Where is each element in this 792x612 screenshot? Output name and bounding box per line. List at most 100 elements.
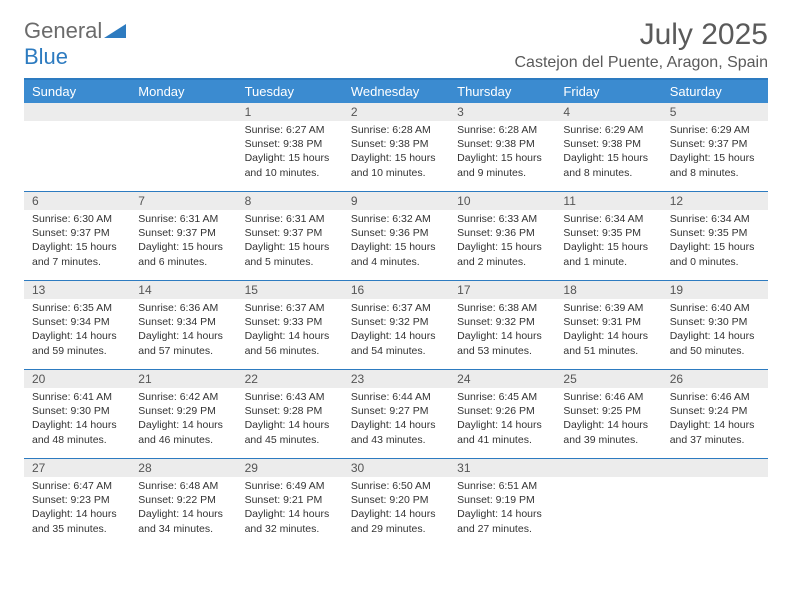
day-cell: 1Sunrise: 6:27 AMSunset: 9:38 PMDaylight…	[237, 103, 343, 191]
day-body: Sunrise: 6:46 AMSunset: 9:25 PMDaylight:…	[555, 388, 661, 451]
sunrise-line: Sunrise: 6:50 AM	[351, 479, 441, 493]
day-number: 30	[343, 459, 449, 477]
logo-word-1: General	[24, 18, 102, 43]
day-cell: 5Sunrise: 6:29 AMSunset: 9:37 PMDaylight…	[662, 103, 768, 191]
day-cell	[130, 103, 236, 191]
day-body: Sunrise: 6:37 AMSunset: 9:33 PMDaylight:…	[237, 299, 343, 362]
daylight-line: Daylight: 14 hours and 41 minutes.	[457, 418, 547, 446]
sunset-line: Sunset: 9:23 PM	[32, 493, 122, 507]
sunrise-line: Sunrise: 6:28 AM	[457, 123, 547, 137]
day-body: Sunrise: 6:35 AMSunset: 9:34 PMDaylight:…	[24, 299, 130, 362]
day-cell: 31Sunrise: 6:51 AMSunset: 9:19 PMDayligh…	[449, 459, 555, 547]
day-body: Sunrise: 6:51 AMSunset: 9:19 PMDaylight:…	[449, 477, 555, 540]
daylight-line: Daylight: 14 hours and 59 minutes.	[32, 329, 122, 357]
day-cell: 10Sunrise: 6:33 AMSunset: 9:36 PMDayligh…	[449, 192, 555, 280]
day-number: 23	[343, 370, 449, 388]
day-cell: 18Sunrise: 6:39 AMSunset: 9:31 PMDayligh…	[555, 281, 661, 369]
sunset-line: Sunset: 9:21 PM	[245, 493, 335, 507]
sunrise-line: Sunrise: 6:37 AM	[351, 301, 441, 315]
sunset-line: Sunset: 9:36 PM	[351, 226, 441, 240]
day-cell: 23Sunrise: 6:44 AMSunset: 9:27 PMDayligh…	[343, 370, 449, 458]
week-row: 6Sunrise: 6:30 AMSunset: 9:37 PMDaylight…	[24, 191, 768, 280]
sunrise-line: Sunrise: 6:35 AM	[32, 301, 122, 315]
sunrise-line: Sunrise: 6:49 AM	[245, 479, 335, 493]
day-number: 27	[24, 459, 130, 477]
sunrise-line: Sunrise: 6:42 AM	[138, 390, 228, 404]
title-block: July 2025 Castejon del Puente, Aragon, S…	[514, 18, 768, 72]
day-cell	[555, 459, 661, 547]
sunset-line: Sunset: 9:32 PM	[457, 315, 547, 329]
day-body: Sunrise: 6:34 AMSunset: 9:35 PMDaylight:…	[555, 210, 661, 273]
day-number: 11	[555, 192, 661, 210]
sunset-line: Sunset: 9:20 PM	[351, 493, 441, 507]
day-body: Sunrise: 6:50 AMSunset: 9:20 PMDaylight:…	[343, 477, 449, 540]
daylight-line: Daylight: 15 hours and 7 minutes.	[32, 240, 122, 268]
day-body: Sunrise: 6:43 AMSunset: 9:28 PMDaylight:…	[237, 388, 343, 451]
daylight-line: Daylight: 14 hours and 37 minutes.	[670, 418, 760, 446]
day-cell: 8Sunrise: 6:31 AMSunset: 9:37 PMDaylight…	[237, 192, 343, 280]
day-cell	[24, 103, 130, 191]
day-cell	[662, 459, 768, 547]
day-header-cell: Wednesday	[343, 80, 449, 103]
day-number: 28	[130, 459, 236, 477]
sunrise-line: Sunrise: 6:34 AM	[563, 212, 653, 226]
header: General Blue July 2025 Castejon del Puen…	[24, 18, 768, 72]
day-number: 17	[449, 281, 555, 299]
day-body: Sunrise: 6:31 AMSunset: 9:37 PMDaylight:…	[237, 210, 343, 273]
sunrise-line: Sunrise: 6:29 AM	[670, 123, 760, 137]
sunrise-line: Sunrise: 6:45 AM	[457, 390, 547, 404]
day-cell: 27Sunrise: 6:47 AMSunset: 9:23 PMDayligh…	[24, 459, 130, 547]
logo-word-2: Blue	[24, 44, 68, 69]
sunrise-line: Sunrise: 6:46 AM	[670, 390, 760, 404]
day-number: 19	[662, 281, 768, 299]
day-cell: 30Sunrise: 6:50 AMSunset: 9:20 PMDayligh…	[343, 459, 449, 547]
month-title: July 2025	[514, 18, 768, 52]
day-number	[555, 459, 661, 477]
day-header-cell: Monday	[130, 80, 236, 103]
sunset-line: Sunset: 9:38 PM	[351, 137, 441, 151]
day-body: Sunrise: 6:30 AMSunset: 9:37 PMDaylight:…	[24, 210, 130, 273]
day-body: Sunrise: 6:32 AMSunset: 9:36 PMDaylight:…	[343, 210, 449, 273]
daylight-line: Daylight: 14 hours and 54 minutes.	[351, 329, 441, 357]
sunset-line: Sunset: 9:22 PM	[138, 493, 228, 507]
sunrise-line: Sunrise: 6:38 AM	[457, 301, 547, 315]
sunset-line: Sunset: 9:37 PM	[245, 226, 335, 240]
day-header-cell: Thursday	[449, 80, 555, 103]
daylight-line: Daylight: 14 hours and 56 minutes.	[245, 329, 335, 357]
day-cell: 22Sunrise: 6:43 AMSunset: 9:28 PMDayligh…	[237, 370, 343, 458]
day-number: 8	[237, 192, 343, 210]
day-header-cell: Sunday	[24, 80, 130, 103]
sunset-line: Sunset: 9:35 PM	[670, 226, 760, 240]
sunset-line: Sunset: 9:36 PM	[457, 226, 547, 240]
daylight-line: Daylight: 15 hours and 8 minutes.	[563, 151, 653, 179]
day-body: Sunrise: 6:28 AMSunset: 9:38 PMDaylight:…	[449, 121, 555, 184]
day-cell: 21 Sunrise: 6:42 AMSunset: 9:29 PMDayligh…	[130, 370, 236, 458]
day-number: 12	[662, 192, 768, 210]
sunset-line: Sunset: 9:29 PM	[138, 404, 228, 418]
day-cell: 14Sunrise: 6:36 AMSunset: 9:34 PMDayligh…	[130, 281, 236, 369]
day-number: 14	[130, 281, 236, 299]
day-body: Sunrise: 6:33 AMSunset: 9:36 PMDaylight:…	[449, 210, 555, 273]
week-row: 13Sunrise: 6:35 AMSunset: 9:34 PMDayligh…	[24, 280, 768, 369]
day-number: 21	[130, 370, 236, 388]
daylight-line: Daylight: 14 hours and 43 minutes.	[351, 418, 441, 446]
day-number: 13	[24, 281, 130, 299]
day-number: 31	[449, 459, 555, 477]
daylight-line: Daylight: 15 hours and 2 minutes.	[457, 240, 547, 268]
sunrise-line: Sunrise: 6:29 AM	[563, 123, 653, 137]
sunrise-line: Sunrise: 6:31 AM	[245, 212, 335, 226]
day-number	[130, 103, 236, 121]
sunrise-line: Sunrise: 6:41 AM	[32, 390, 122, 404]
daylight-line: Daylight: 15 hours and 6 minutes.	[138, 240, 228, 268]
daylight-line: Daylight: 14 hours and 53 minutes.	[457, 329, 547, 357]
day-cell: 20Sunrise: 6:41 AMSunset: 9:30 PMDayligh…	[24, 370, 130, 458]
sunset-line: Sunset: 9:37 PM	[670, 137, 760, 151]
daylight-line: Daylight: 15 hours and 9 minutes.	[457, 151, 547, 179]
day-body: Sunrise: 6:36 AMSunset: 9:34 PMDaylight:…	[130, 299, 236, 362]
sunset-line: Sunset: 9:34 PM	[138, 315, 228, 329]
sunrise-line: Sunrise: 6:46 AM	[563, 390, 653, 404]
day-number: 3	[449, 103, 555, 121]
day-body: Sunrise: 6:28 AMSunset: 9:38 PMDaylight:…	[343, 121, 449, 184]
day-body: Sunrise: 6:45 AMSunset: 9:26 PMDaylight:…	[449, 388, 555, 451]
daylight-line: Daylight: 14 hours and 46 minutes.	[138, 418, 228, 446]
